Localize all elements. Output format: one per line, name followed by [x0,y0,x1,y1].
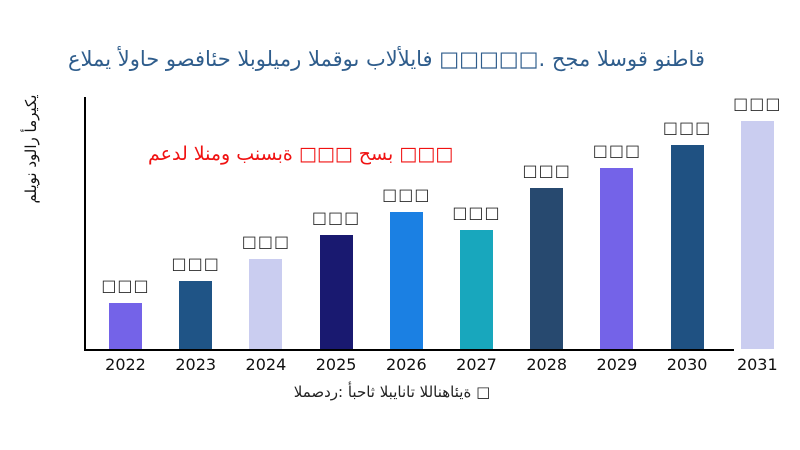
y-axis-line [84,97,86,351]
bar-value-label-2029: □□□ [592,141,642,160]
bar-value-label-2030: □□□ [662,118,712,137]
x-tick-label-2027: 2027 [456,355,497,374]
x-axis-line [84,349,734,351]
bar-2023 [179,281,213,349]
y-axis-label: مليون دولار أمريكي [22,94,40,204]
bar-value-label-2028: □□□ [522,161,571,180]
x-tick-label-2028: 2028 [526,355,568,374]
bar-value-label-2025: □□□ [311,208,361,227]
x-tick-label-2023: 2023 [175,355,217,374]
source-attribution: المصدر: أبحاث البيانات اللانهائية □ [0,383,784,401]
bar-2022 [109,303,142,349]
bar-value-label-2026: □□□ [382,185,431,204]
chart-title: عالمي ألواح وصفائح البوليمر المقوى بالأل… [68,47,705,71]
bar-value-label-2023: □□□ [171,254,220,273]
bar-2031 [740,121,774,349]
x-tick-label-2025: 2025 [315,355,357,374]
growth-rate-annotation: معدل النمو بنسبة □□□ حسب □□□ [148,143,454,165]
bar-value-label-2027: □□□ [452,203,501,222]
bar-2027 [460,230,493,349]
bar-2028 [530,188,564,349]
bar-value-label-2024: □□□ [241,232,291,251]
x-tick-label-2030: 2030 [666,355,708,374]
source-text: المصدر: أبحاث البيانات اللانهائية □ [293,383,491,401]
bar-2026 [389,212,423,349]
x-tick-label-2024: 2024 [245,355,287,374]
x-tick-label-2026: 2026 [385,355,427,374]
x-tick-label-2029: 2029 [596,355,638,374]
bar-2029 [600,168,634,349]
bar-value-label-2031: □□□ [733,94,782,113]
bar-2024 [249,259,283,349]
bar-value-label-2022: □□□ [101,276,150,295]
x-tick-label-2031: 2031 [736,355,778,374]
bar-2030 [670,145,704,349]
bar-2025 [319,235,353,349]
x-tick-label-2022: 2022 [105,355,146,374]
